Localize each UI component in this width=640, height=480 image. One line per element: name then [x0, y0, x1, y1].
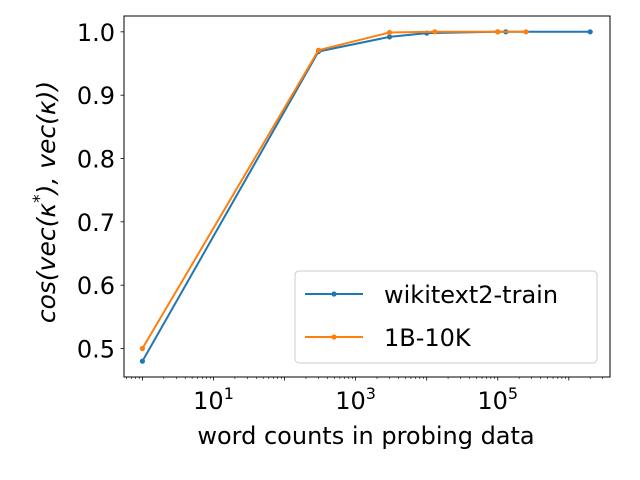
data-point-wikitext2-train [386, 34, 393, 40]
y-axis-label-kappa: κ [32, 100, 61, 115]
legend-marker-wikitext2-train [331, 291, 337, 297]
y-tick-label: 0.6 [77, 272, 115, 300]
y-tick-label: 0.5 [77, 336, 115, 364]
data-point-1b-10k [139, 345, 145, 352]
x-axis-ticks: 101 103 105 [126, 377, 604, 415]
data-point-wikitext2-train [587, 29, 593, 35]
x-axis-label: word counts in probing data [197, 422, 534, 450]
legend-label-1b-10k: 1B-10K [384, 324, 472, 352]
y-axis-label-part: cos(vec( [32, 216, 61, 323]
legend: wikitext2-train 1B-10K [294, 270, 598, 364]
y-tick-label: 0.8 [77, 146, 115, 174]
series-line-1b-10k [141, 30, 526, 350]
legend-label-wikitext2-train: wikitext2-train [384, 281, 558, 309]
x-tick-label: 105 [477, 384, 518, 415]
x-tick-label: 103 [335, 384, 376, 415]
plot-area [139, 29, 593, 364]
y-tick-label: 0.9 [77, 82, 115, 110]
y-axis-label: cos(vec(κ*), vec(κ)) [30, 81, 61, 323]
data-point-wikitext2-train [139, 358, 145, 364]
legend-marker-1b-10k [331, 334, 337, 340]
data-point-1b-10k [432, 29, 438, 35]
y-axis-label-part: )) [32, 81, 61, 103]
data-point-1b-10k [523, 29, 529, 35]
y-tick-label: 0.7 [77, 209, 115, 237]
y-axis-ticks: 0.5 0.6 0.7 0.8 0.9 1.0 [77, 19, 124, 364]
data-point-1b-10k [315, 47, 322, 53]
data-point-1b-10k [386, 29, 393, 36]
y-axis-label-superscript: * [30, 194, 50, 203]
data-point-1b-10k [495, 29, 501, 35]
legend-box [294, 270, 598, 364]
y-axis-label-part: ), vec( [32, 114, 61, 197]
axes-frame [123, 15, 611, 378]
x-tick-label: 101 [193, 384, 234, 415]
y-tick-label: 1.0 [77, 19, 115, 47]
y-axis-label-kappa: κ [32, 203, 61, 218]
